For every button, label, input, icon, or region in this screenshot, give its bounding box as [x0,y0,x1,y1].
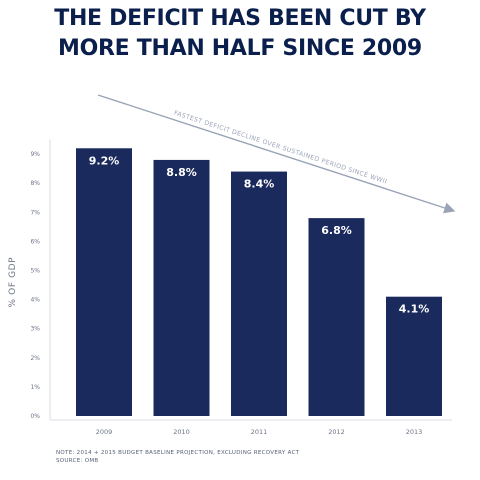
bar-2009 [76,148,132,416]
trend-arrow [97,94,456,214]
y-tick-label-9pct: 9% [30,151,40,158]
x-tick-label-2013: 2013 [406,428,423,436]
bar-2011 [231,171,287,416]
chart-footnote: NOTE: 2014 + 2015 BUDGET BASELINE PROJEC… [56,449,299,465]
bar-2013 [386,296,442,416]
data-label-2013: 4.1% [399,303,430,316]
y-tick-label-4pct: 4% [30,297,40,304]
y-axis-label: % OF GDP [8,257,18,308]
x-tick-label-2009: 2009 [96,428,113,436]
bar-2012 [308,218,365,416]
x-tick-label-2012: 2012 [328,428,345,436]
data-label-2010: 8.8% [166,166,197,179]
x-tick-label-2011: 2011 [251,428,268,436]
chart-title-line-1: THE DEFICIT HAS BEEN CUT BY [54,6,426,31]
chart-title: THE DEFICIT HAS BEEN CUT BY MORE THAN HA… [0,4,480,64]
y-tick-label-5pct: 5% [30,268,40,275]
x-tick-label-2010: 2010 [173,428,190,436]
y-tick-label-7pct: 7% [30,209,40,216]
chart-title-line-2: MORE THAN HALF SINCE 2009 [58,36,422,61]
y-tick-label-3pct: 3% [30,326,40,333]
y-tick-label-2pct: 2% [30,355,40,362]
data-label-2011: 8.4% [244,178,275,191]
y-tick-label-8pct: 8% [30,180,40,187]
y-tick-label-0pct: 0% [30,413,40,420]
y-tick-label-6pct: 6% [30,238,40,245]
footnote-source: SOURCE: OMB [56,458,99,464]
bar-2010 [153,159,210,417]
footnote-note: NOTE: 2014 + 2015 BUDGET BASELINE PROJEC… [56,450,300,456]
data-label-2009: 9.2% [89,154,120,167]
y-tick-label-1pct: 1% [30,384,40,391]
data-label-2012: 6.8% [321,224,352,237]
